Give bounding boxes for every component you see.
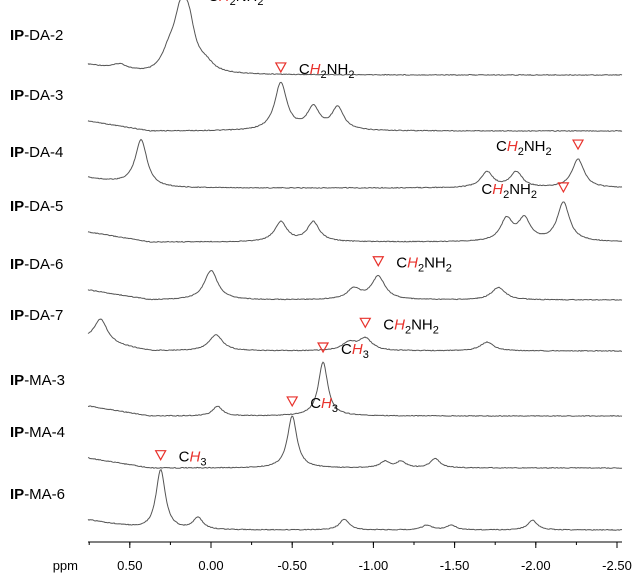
spectrum-trace-da-5 [87,201,623,243]
peak-annotation-label: CH3 [310,395,338,415]
spectrum-trace-da-7 [87,318,623,352]
series-label: IP-MA-6 [10,486,65,503]
series-label: IP-DA-4 [10,144,63,161]
x-tick-label: -2.00 [521,558,551,573]
peak-marker-icon [572,139,585,151]
x-tick-label: 0.50 [117,558,142,573]
peak-marker-icon [274,62,287,74]
spectrum-trace-da-2 [87,0,623,76]
peak-annotation-label: CH3 [179,449,207,469]
x-tick-label: -0.50 [277,558,307,573]
peak-marker-icon [372,256,385,267]
series-label: IP-MA-4 [10,424,65,441]
peak-annotation-label: CH2NH2 [383,316,439,336]
spectrum-trace-da-6 [87,270,623,301]
peak-annotation-label: CH2NH2 [481,181,537,201]
x-tick-label: -2.50 [602,558,632,573]
series-label: IP-DA-5 [10,198,63,215]
spectrum-trace-ma-3 [87,361,623,417]
series-labels: IP-DA-2 IP-DA-3 IP-DA-4 IP-DA-5 IP-DA-6 IP-DA… [10,27,65,503]
spectra-traces [87,0,623,531]
x-tick-label: -1.00 [359,558,389,573]
series-label: IP-DA-7 [10,307,63,324]
series-label: IP-DA-2 [10,27,63,44]
peak-annotations: CH2NH2 CH2NH2 CH2NH2 CH2NH2 CH2NH2 CH2NH2 CH3 C… [154,0,585,469]
spectrum-trace-ma-6 [87,468,623,531]
series-label: IP-DA-3 [10,87,63,104]
peak-marker-icon [286,396,299,408]
peak-marker-icon [359,317,372,329]
x-axis-label: ppm [53,558,78,573]
series-label: IP-DA-6 [10,256,63,273]
peak-marker-icon [317,342,330,354]
x-tick-label: -1.50 [440,558,470,573]
series-label: IP-MA-3 [10,372,65,389]
peak-annotation-label: CH2NH2 [299,61,355,81]
peak-annotation-label: CH2NH2 [496,138,552,158]
spectrum-trace-da-3 [87,81,623,132]
x-tick-label: 0.00 [198,558,223,573]
spectrum-trace-da-4 [87,138,623,189]
peak-marker-icon [557,182,570,194]
peak-annotation-label: CH3 [341,341,369,361]
peak-annotation-label: CH2NH2 [396,255,452,275]
x-axis: ppm 0.50 0.00 -0.50 -1.00 -1.50 -2.00 -2.50 [53,541,632,573]
peak-annotation-label: CH2NH2 [208,0,264,8]
spectrum-trace-ma-4 [87,415,623,469]
peak-marker-icon [154,450,167,461]
